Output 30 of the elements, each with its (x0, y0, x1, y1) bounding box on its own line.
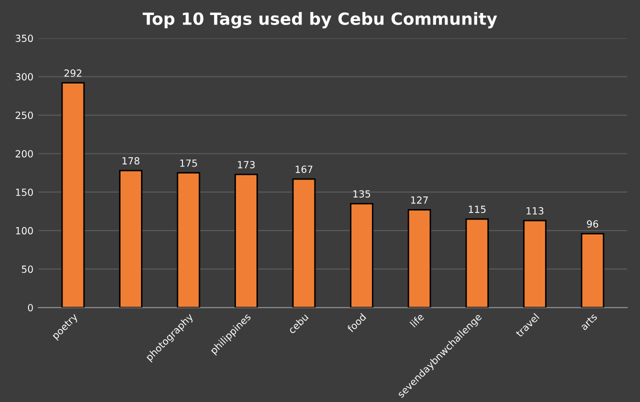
y-tick-label: 100 (16, 227, 33, 234)
y-tick-label: 250 (16, 112, 33, 119)
chart-title: Top 10 Tags used by Cebu Community (142, 12, 498, 28)
data-label: 173 (238, 160, 255, 168)
x-tick-label: arts (580, 313, 598, 331)
y-tick-label: 50 (22, 266, 33, 273)
y-tick-label: 150 (16, 188, 33, 196)
data-label: 127 (411, 196, 428, 204)
bar (119, 170, 142, 308)
bar (580, 232, 604, 308)
bar (523, 220, 546, 308)
y-tick-label: 200 (16, 150, 33, 158)
data-label: 175 (180, 160, 197, 167)
y-tick-label: 350 (16, 34, 33, 42)
data-label: 292 (64, 69, 82, 77)
data-label: 135 (353, 190, 370, 198)
data-label: 178 (122, 157, 140, 164)
bar (176, 172, 200, 308)
data-label: 96 (586, 220, 598, 228)
bar (408, 209, 432, 308)
y-tick-label: 0 (28, 304, 33, 312)
data-label: 167 (296, 166, 312, 173)
bar (465, 218, 489, 308)
bar (292, 178, 316, 308)
bar (234, 174, 258, 308)
bar (350, 202, 374, 308)
y-tick-label: 300 (16, 73, 33, 80)
data-label: 113 (526, 207, 544, 215)
bar (61, 82, 85, 308)
data-label: 115 (468, 206, 486, 213)
